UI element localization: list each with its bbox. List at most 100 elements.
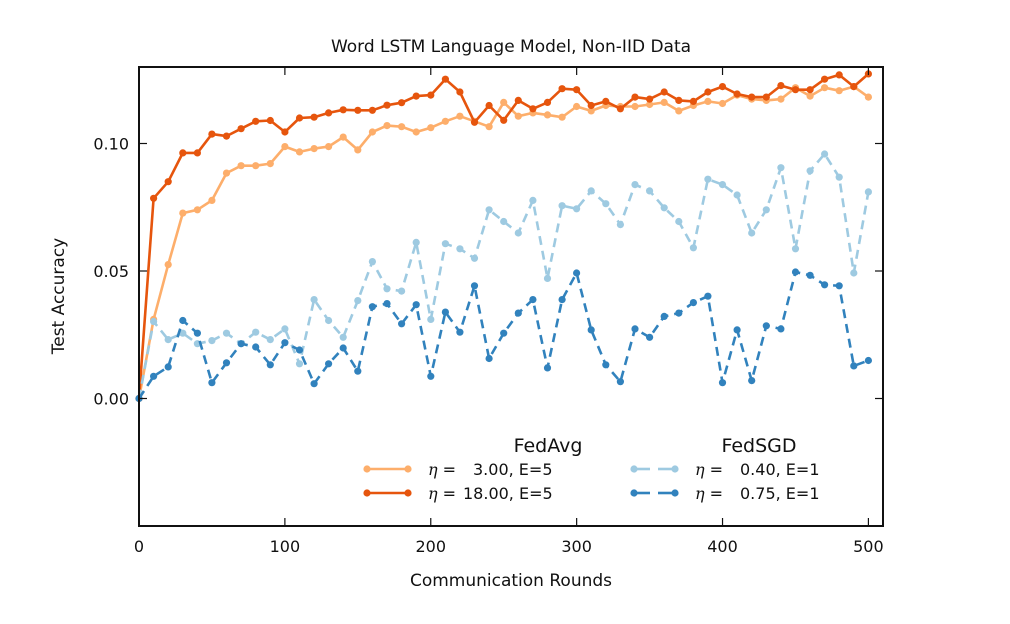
data-point [660, 204, 668, 212]
data-point [543, 111, 552, 119]
data-point [266, 336, 274, 344]
data-point [252, 162, 260, 170]
data-point [791, 245, 800, 253]
y-axis-label: Test Accuracy [49, 238, 69, 356]
data-point [456, 328, 464, 336]
data-point [689, 97, 698, 105]
data-point [427, 91, 435, 99]
data-point [660, 98, 668, 106]
data-point [368, 128, 376, 136]
x-tick-label: 0 [134, 537, 144, 556]
data-point [675, 309, 683, 317]
legend-label: 0.40, E=1 [740, 460, 820, 479]
legend-marker [630, 489, 638, 497]
data-point [281, 325, 289, 333]
legend-marker [630, 465, 638, 473]
legend-marker [363, 465, 371, 473]
data-point [222, 132, 231, 140]
data-point [368, 258, 376, 266]
data-point [441, 117, 449, 125]
data-point [646, 333, 654, 341]
legend-entry: η = 0.75, E=1 [630, 484, 820, 503]
data-point [718, 83, 727, 91]
data-point [470, 118, 479, 126]
data-point [616, 378, 625, 386]
data-point [806, 167, 814, 175]
data-point [150, 194, 158, 202]
data-point [660, 88, 668, 96]
data-point [631, 325, 639, 333]
data-point [208, 379, 216, 387]
data-point [733, 326, 741, 334]
data-point [573, 86, 581, 94]
data-point [485, 206, 493, 214]
data-point [339, 106, 347, 114]
data-point [325, 360, 333, 368]
legend-entry: η = 0.40, E=1 [630, 460, 820, 479]
data-point [835, 87, 843, 95]
data-point [602, 361, 610, 369]
legend-entry: η = 3.00, E=5 [363, 460, 553, 479]
data-point [587, 107, 595, 115]
x-tick-label: 100 [270, 537, 301, 556]
legend-entry: η = 18.00, E=5 [363, 484, 553, 503]
data-point [179, 149, 187, 157]
data-point [733, 90, 741, 98]
data-point [631, 93, 639, 101]
data-point [689, 299, 698, 307]
data-point [427, 124, 435, 132]
data-point [558, 296, 566, 304]
legend-marker [671, 489, 679, 497]
data-point [164, 178, 172, 186]
data-point [514, 229, 522, 237]
data-point [237, 125, 245, 133]
data-point [441, 75, 449, 83]
data-point [179, 209, 187, 217]
data-point [368, 303, 376, 311]
data-point [718, 99, 727, 108]
data-point [602, 97, 610, 105]
legend-title-fedsgd: FedSGD [721, 435, 796, 457]
data-point [310, 113, 318, 121]
data-point [806, 92, 814, 100]
data-point [806, 86, 814, 94]
data-point [295, 346, 304, 354]
data-point [252, 328, 260, 336]
data-point [718, 181, 727, 189]
data-point [222, 329, 231, 337]
data-point [354, 106, 362, 114]
data-point [383, 101, 391, 109]
data-point [558, 202, 566, 210]
data-point [704, 97, 712, 105]
legend-eta: η = [695, 484, 723, 503]
data-point [398, 287, 406, 295]
data-point [266, 361, 274, 369]
data-point [368, 106, 376, 114]
data-point [514, 309, 522, 317]
data-point [500, 116, 508, 124]
data-point [193, 149, 201, 157]
data-point [237, 340, 245, 348]
data-point [208, 196, 216, 204]
data-point [529, 296, 537, 304]
data-point [850, 362, 858, 370]
data-point [791, 86, 800, 94]
data-point [646, 100, 654, 109]
data-point [266, 116, 274, 125]
data-point [529, 196, 537, 204]
data-point [500, 98, 508, 106]
data-point [412, 92, 420, 100]
data-point [398, 320, 406, 328]
data-point [587, 187, 595, 195]
data-point [456, 112, 464, 120]
y-tick-label: 0.05 [93, 262, 129, 281]
data-point [587, 326, 595, 334]
data-point [412, 128, 420, 136]
data-point [412, 301, 420, 309]
data-point [339, 333, 347, 341]
data-point [529, 105, 537, 113]
data-point [777, 164, 785, 172]
data-point [485, 354, 493, 363]
data-point [748, 229, 756, 237]
legend-title-fedavg: FedAvg [514, 435, 583, 457]
